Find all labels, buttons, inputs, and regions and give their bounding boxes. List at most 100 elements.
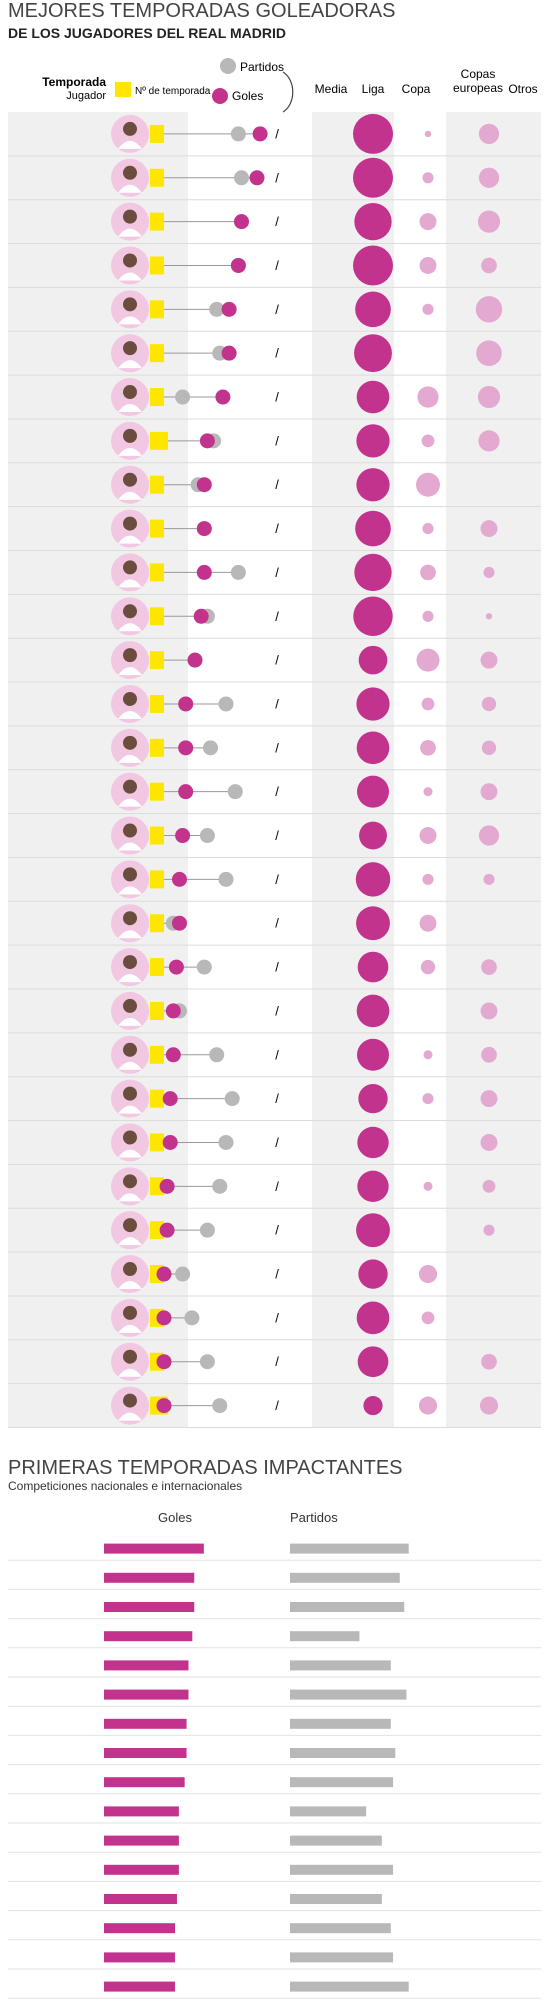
liga-bubble	[355, 862, 391, 897]
goals-bar	[104, 1981, 176, 1992]
european-bubble	[480, 651, 498, 669]
season-number-badge	[150, 1133, 164, 1152]
games-dot	[209, 301, 225, 317]
season-number-badge	[150, 607, 164, 626]
table-row: /	[8, 772, 541, 815]
games-dot	[227, 784, 243, 800]
liga-bubble	[356, 994, 390, 1028]
european-bubble	[479, 1396, 499, 1415]
liga-bubble	[354, 553, 392, 592]
table-row: /	[8, 157, 541, 201]
list-item	[8, 1602, 541, 1620]
table-row: /	[8, 816, 541, 858]
legend-goals: Goles	[232, 89, 263, 103]
goals-dot	[193, 608, 209, 624]
goals-dot	[172, 915, 187, 931]
copa-bubble	[419, 257, 437, 274]
player-head-icon	[123, 1393, 137, 1408]
goals-games-separator: /	[275, 1223, 279, 1238]
liga-bubble	[356, 424, 390, 458]
legend-games: Partidos	[240, 60, 284, 74]
goals-bar	[104, 1894, 177, 1904]
player-shirt-icon	[118, 491, 142, 500]
list-item	[8, 1777, 541, 1795]
season-number-badge	[150, 826, 164, 845]
goals-games-separator: /	[275, 1135, 279, 1150]
player-shirt-icon	[118, 667, 142, 676]
player-head-icon	[123, 1086, 137, 1101]
goals-bar	[104, 1689, 189, 1700]
player-head-icon	[123, 209, 137, 224]
copa-bubble	[419, 914, 437, 932]
goals-games-separator: /	[275, 433, 279, 448]
list-item	[8, 1660, 541, 1678]
list-item	[8, 1572, 541, 1590]
liga-bubble	[358, 1259, 388, 1289]
season-number-badge	[150, 431, 168, 450]
liga-bubble	[358, 1083, 388, 1114]
header-otros: Otros	[508, 82, 537, 96]
player-shirt-icon	[118, 974, 142, 983]
table-row: /	[8, 1035, 541, 1078]
games-dot	[203, 740, 218, 756]
player-head-icon	[123, 165, 137, 180]
player-head-icon	[123, 560, 137, 575]
games-bar	[290, 1835, 382, 1846]
table-row: /	[8, 509, 541, 551]
copa-bubble	[422, 523, 434, 535]
goals-bar	[104, 1631, 193, 1642]
european-bubble	[481, 1353, 497, 1370]
liga-bubble	[356, 468, 390, 502]
table-row: /	[8, 641, 541, 683]
copa-bubble	[423, 1050, 433, 1060]
european-bubble	[483, 566, 495, 578]
games-bar	[290, 1631, 360, 1642]
player-head-icon	[123, 428, 137, 443]
liga-bubble	[356, 380, 390, 414]
season-number-badge	[150, 914, 164, 933]
copa-bubble	[416, 648, 440, 672]
player-shirt-icon	[118, 1193, 142, 1202]
games-bar	[290, 1952, 394, 1963]
games-dot	[218, 1134, 234, 1150]
european-bubble	[477, 385, 501, 409]
games-bar	[290, 1981, 409, 1992]
liga-bubble	[356, 687, 390, 721]
games-bar	[290, 1660, 391, 1671]
copa-bubble	[421, 697, 435, 711]
goals-games-separator: /	[275, 653, 279, 668]
european-bubble	[480, 1134, 498, 1151]
copa-bubble	[423, 787, 433, 797]
goals-games-separator: /	[275, 609, 279, 624]
goals-games-separator: /	[275, 565, 279, 580]
goals-bar	[104, 1660, 189, 1671]
copa-bubble	[417, 386, 439, 408]
european-bubble	[480, 783, 498, 801]
goals-dot	[234, 214, 249, 230]
table-subtitle: DE LOS JUGADORES DEL REAL MADRID	[8, 25, 286, 41]
player-head-icon	[123, 779, 137, 794]
season-number-badge	[150, 519, 164, 538]
list-item	[8, 1952, 541, 1970]
legend-season-number: Nº de temporada	[135, 86, 211, 97]
goals-bar	[104, 1602, 195, 1612]
european-bubble	[481, 257, 497, 274]
legend-games-dot	[220, 58, 236, 74]
goals-games-separator: /	[275, 872, 279, 887]
goals-bar	[104, 1923, 176, 1934]
goals-dot	[162, 1091, 178, 1107]
goals-bar	[104, 1806, 179, 1817]
goals-dot	[156, 1354, 172, 1370]
player-shirt-icon	[118, 140, 142, 149]
season-number-badge	[150, 344, 164, 363]
european-bubble	[478, 167, 500, 188]
list-item	[8, 1981, 541, 1999]
season-number-badge	[150, 212, 164, 231]
table-row: /	[8, 465, 541, 508]
list-item	[8, 1923, 541, 1941]
player-shirt-icon	[118, 1324, 142, 1333]
goals-games-separator: /	[275, 477, 279, 492]
player-shirt-icon	[118, 1412, 142, 1421]
games-dot	[199, 1222, 215, 1238]
goals-dot	[221, 345, 237, 361]
